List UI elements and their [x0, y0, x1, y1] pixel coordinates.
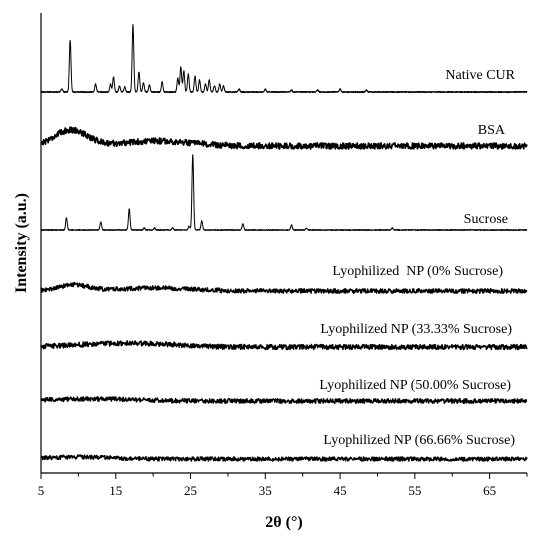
x-tick-label-4: 35	[259, 483, 272, 498]
series-trace-7	[40, 454, 528, 462]
x-tick-label-7: 65	[483, 483, 496, 498]
series-label-3: Sucrose	[464, 212, 508, 227]
x-tick-label-1: 5	[38, 483, 45, 498]
x-tick-label-6: 55	[408, 483, 421, 498]
x-axis-title: 2θ (°)	[265, 514, 302, 531]
series-label-7: Lyophilized NP (66.66% Sucrose)	[323, 433, 515, 448]
series-label-4: Lyophilized NP (0% Sucrose)	[332, 264, 503, 279]
x-ticks-layer: 5 15 25 35 45 55 65	[38, 473, 528, 498]
series-label-6: Lyophilized NP (50.00% Sucrose)	[319, 378, 511, 393]
x-tick-label-3: 25	[184, 483, 197, 498]
series-label-2: BSA	[478, 123, 506, 138]
axes-layer: 5 15 25 35 45 55 65 2θ (°) Intensity (a.u.)	[13, 13, 528, 531]
series-labels-layer: Native CUR BSA Sucrose Lyophilized NP (0% S…	[319, 68, 515, 448]
series-trace-6	[40, 396, 528, 404]
series-label-1: Native CUR	[445, 68, 515, 83]
traces-layer	[40, 24, 528, 462]
series-trace-4	[40, 281, 528, 294]
series-label-5: Lyophilized NP (33.33% Sucrose)	[320, 322, 512, 337]
series-trace-3	[40, 154, 528, 231]
series-trace-1	[40, 24, 528, 94]
series-trace-5	[40, 340, 528, 351]
x-tick-label-5: 45	[334, 483, 347, 498]
x-tick-label-2: 15	[109, 483, 122, 498]
series-trace-2	[40, 126, 528, 150]
y-axis-title: Intensity (a.u.)	[13, 193, 30, 293]
